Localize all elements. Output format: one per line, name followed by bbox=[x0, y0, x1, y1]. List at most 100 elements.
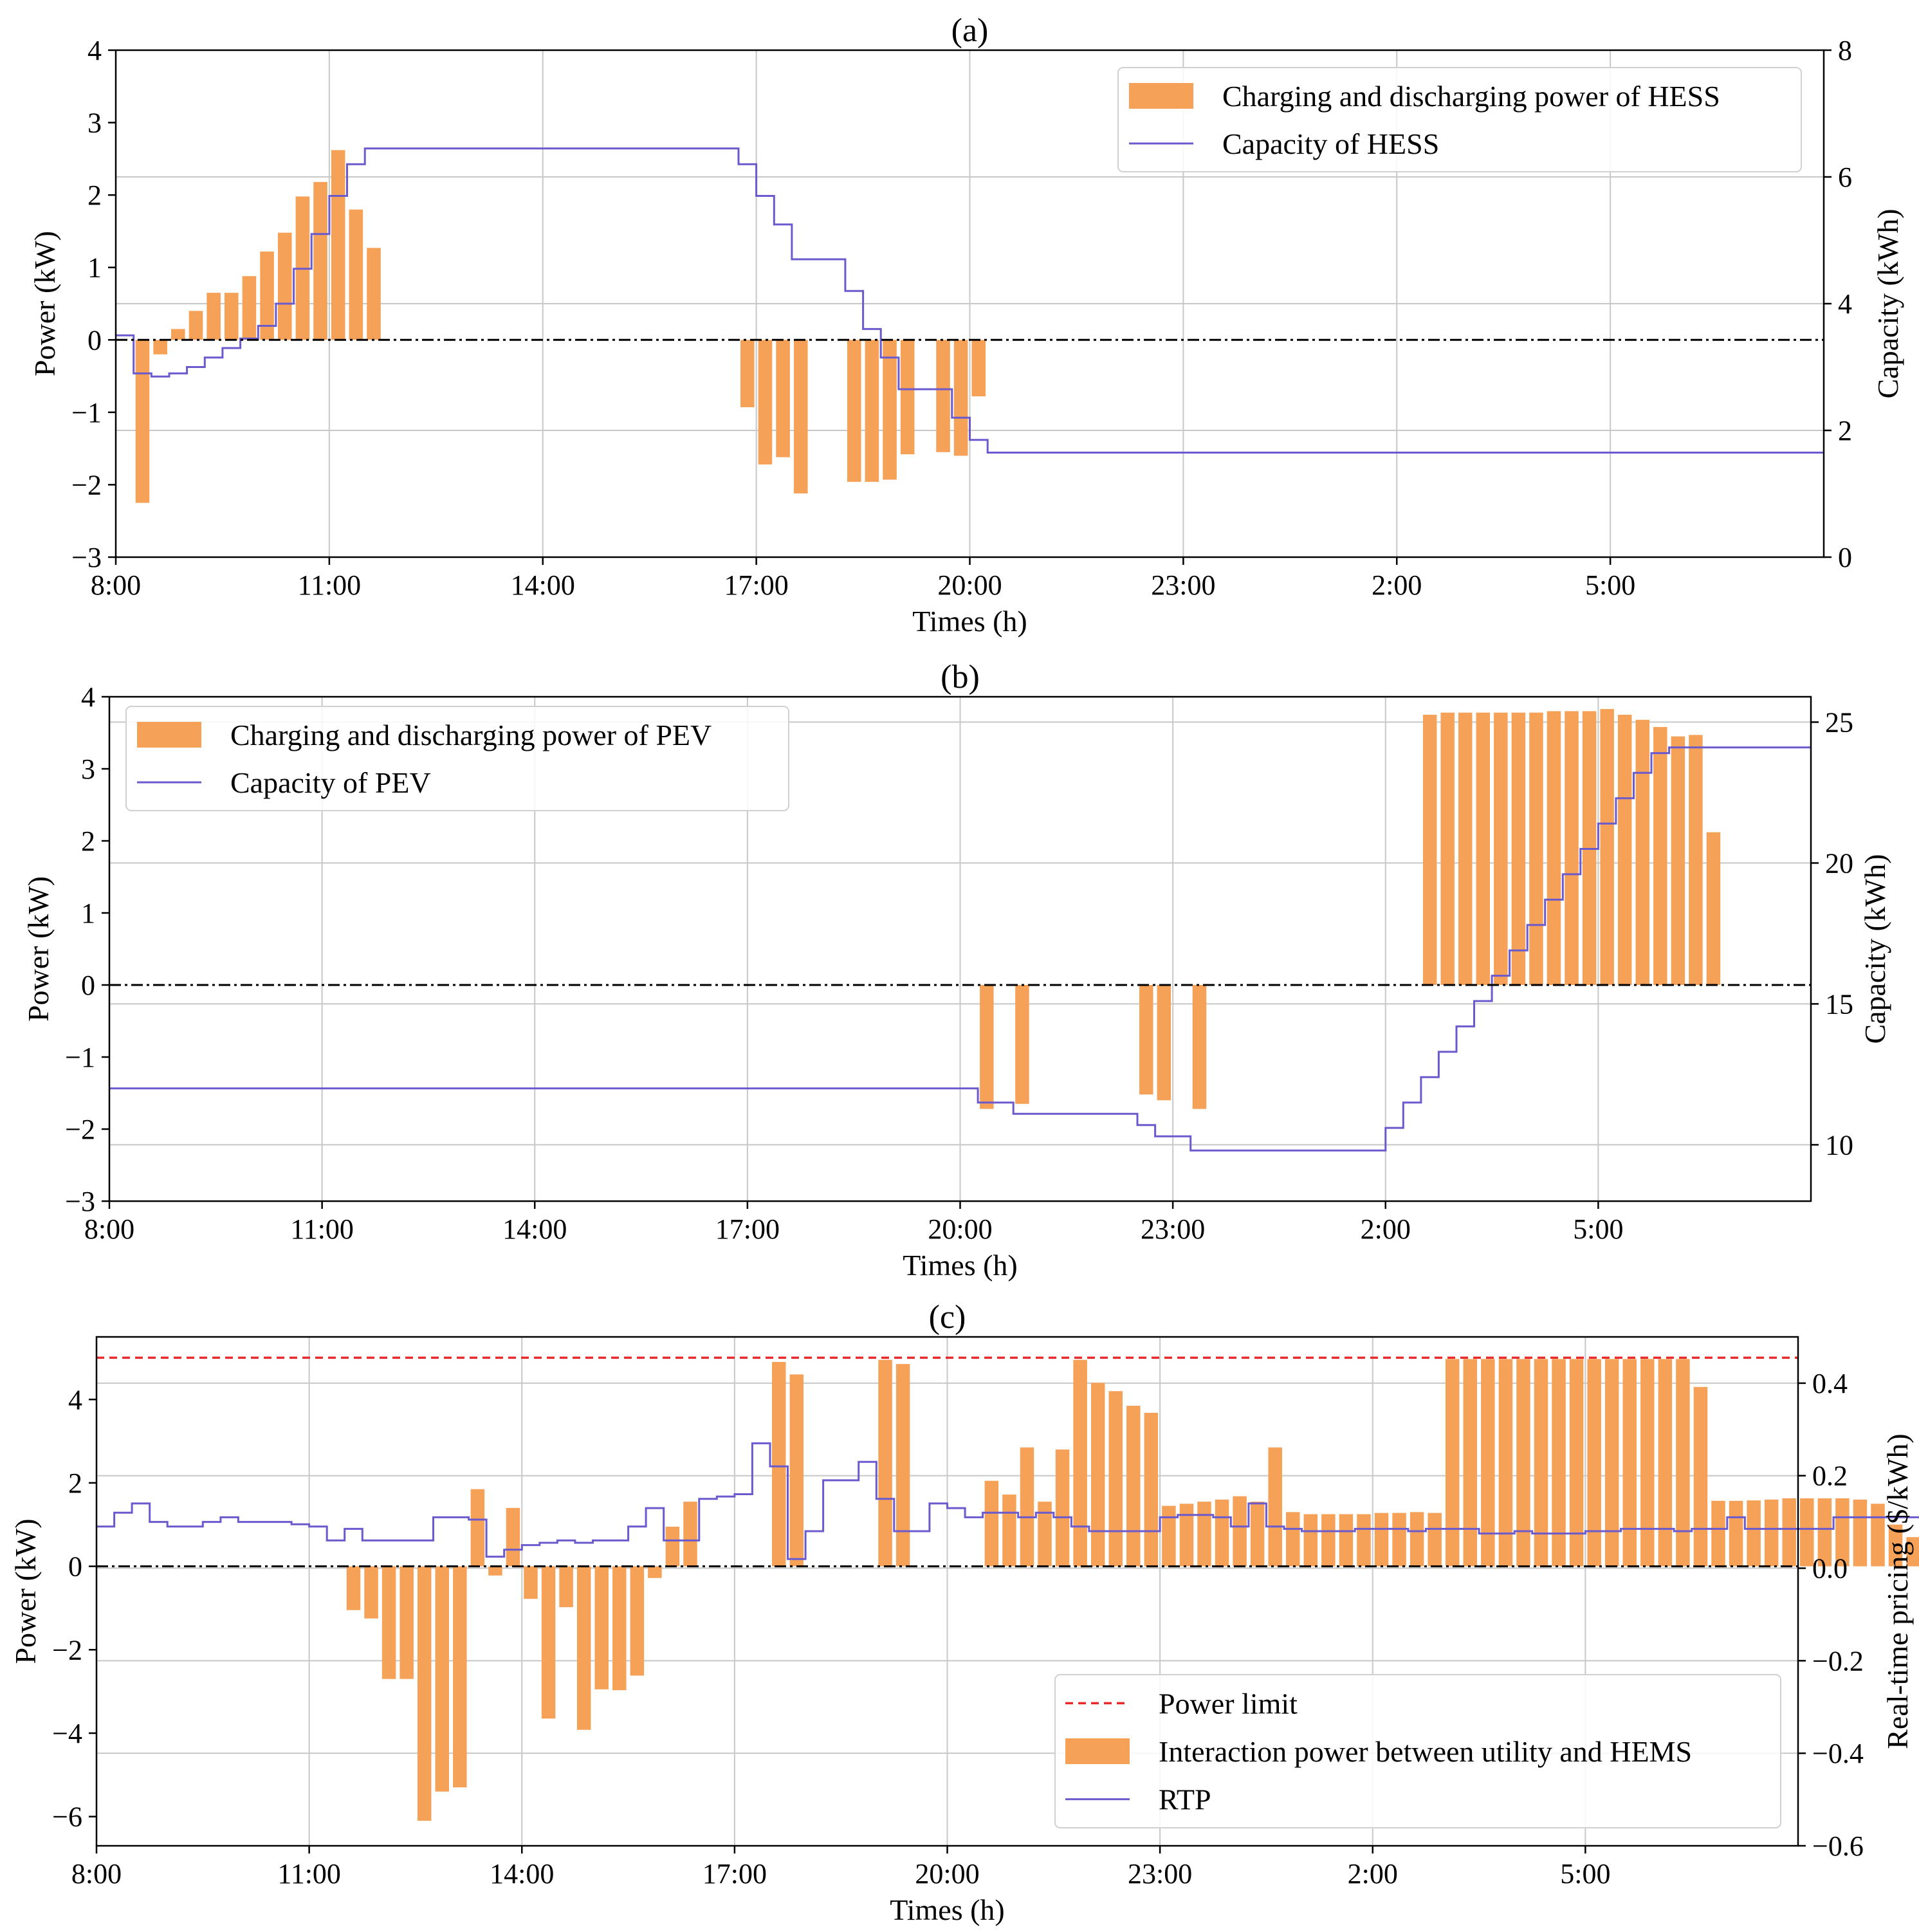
bar bbox=[1422, 715, 1437, 985]
y2-tick-label: 2 bbox=[1838, 415, 1852, 446]
bar bbox=[1440, 712, 1455, 985]
y-tick-label: 1 bbox=[87, 252, 102, 284]
legend-box bbox=[125, 706, 789, 811]
bar bbox=[1764, 1499, 1779, 1567]
y-tick-label: −1 bbox=[71, 397, 102, 428]
bar bbox=[1635, 719, 1650, 985]
y2-tick-label: 0.2 bbox=[1812, 1460, 1848, 1492]
bar bbox=[1157, 985, 1171, 1101]
bar bbox=[648, 1566, 662, 1578]
bar bbox=[1233, 1496, 1247, 1567]
bar bbox=[594, 1566, 609, 1689]
bar bbox=[1689, 735, 1703, 985]
bar bbox=[364, 1566, 378, 1619]
bar bbox=[1653, 727, 1667, 985]
bar bbox=[1286, 1512, 1300, 1567]
bar bbox=[1835, 1498, 1850, 1567]
bar bbox=[1090, 1383, 1105, 1567]
y-tick-label: −6 bbox=[52, 1801, 82, 1833]
bar bbox=[153, 340, 167, 354]
y-tick-label: −2 bbox=[71, 469, 102, 501]
bar bbox=[1179, 1504, 1194, 1567]
bar bbox=[346, 1566, 361, 1610]
bar bbox=[1565, 711, 1579, 985]
y2-tick-label: −0.6 bbox=[1812, 1830, 1864, 1862]
bar bbox=[1374, 1513, 1389, 1567]
y-tick-label: 0 bbox=[68, 1551, 82, 1583]
bar bbox=[1215, 1499, 1229, 1567]
bar bbox=[1604, 1359, 1619, 1567]
y2-tick-label: 15 bbox=[1825, 988, 1853, 1020]
y-axis-label: Power (kW) bbox=[28, 231, 61, 376]
legend-box bbox=[1117, 67, 1802, 172]
y-tick-label: 0 bbox=[87, 324, 102, 356]
series-line-1 bbox=[109, 746, 1811, 1152]
bar bbox=[1569, 1359, 1584, 1567]
bar bbox=[242, 276, 257, 340]
y-tick-label: 2 bbox=[81, 825, 95, 857]
x-tick-label: 11:00 bbox=[298, 569, 362, 601]
bar bbox=[1711, 1500, 1725, 1567]
y-tick-label: −1 bbox=[65, 1042, 95, 1073]
bar bbox=[1321, 1514, 1336, 1567]
y-axis-label: Power (kW) bbox=[9, 1518, 42, 1664]
bar bbox=[1268, 1447, 1282, 1567]
chart-panel-1: 8:00 11:00 14:00 17:00 20:00 23:00 2:00 5:00 4 3 2… bbox=[22, 659, 1891, 1282]
y2-tick-label: 0.0 bbox=[1812, 1553, 1848, 1585]
bar bbox=[895, 1364, 910, 1567]
bar bbox=[1476, 712, 1491, 985]
bar bbox=[953, 340, 968, 456]
bar bbox=[980, 985, 994, 1109]
legend-label: Charging and discharging power of PEV bbox=[230, 719, 712, 751]
x-tick-label: 23:00 bbox=[1128, 1858, 1192, 1890]
x-tick-label: 5:00 bbox=[1585, 569, 1635, 601]
x-tick-label: 17:00 bbox=[702, 1858, 767, 1890]
x-axis-label: Times (h) bbox=[890, 1893, 1005, 1926]
bar bbox=[1458, 712, 1473, 985]
bar bbox=[1587, 1359, 1601, 1567]
bar bbox=[1906, 1537, 1919, 1567]
series-line-1 bbox=[116, 147, 1824, 454]
bar bbox=[1303, 1514, 1318, 1567]
y2-tick-label: −0.4 bbox=[1812, 1738, 1864, 1769]
y-tick-label: 1 bbox=[81, 897, 95, 929]
bar bbox=[883, 340, 897, 480]
bar bbox=[1640, 1359, 1655, 1567]
x-axis-label: Times (h) bbox=[903, 1249, 1018, 1282]
chart-panel-0: 8:00 11:00 14:00 17:00 20:00 23:00 2:00 5:00 4 3 2… bbox=[28, 12, 1904, 638]
legend: Charging and discharging power of PEV Cap… bbox=[125, 706, 789, 811]
bar bbox=[1428, 1513, 1442, 1567]
bar bbox=[1600, 709, 1614, 985]
x-tick-label: 14:00 bbox=[502, 1213, 567, 1245]
y-tick-label: −3 bbox=[71, 542, 102, 573]
bar bbox=[1871, 1504, 1885, 1567]
y-tick-label: 4 bbox=[68, 1384, 82, 1415]
x-tick-label: 5:00 bbox=[1560, 1858, 1610, 1890]
x-tick-label: 2:00 bbox=[1372, 569, 1422, 601]
bar bbox=[758, 340, 773, 465]
legend: Power limit Interaction power between uti… bbox=[1054, 1674, 1781, 1828]
bar bbox=[1392, 1513, 1406, 1567]
y-tick-label: −3 bbox=[65, 1186, 95, 1217]
bar bbox=[1055, 1449, 1070, 1567]
y-tick-label: −2 bbox=[52, 1634, 82, 1666]
y2-tick-label: 6 bbox=[1838, 161, 1852, 193]
legend-box bbox=[1054, 1674, 1781, 1828]
bar bbox=[1494, 712, 1508, 985]
bar bbox=[260, 251, 274, 340]
bar bbox=[1192, 985, 1207, 1109]
bar bbox=[1073, 1359, 1087, 1567]
y2-axis-label: Real-time pricing ($/kWh) bbox=[1881, 1433, 1914, 1749]
x-tick-label: 11:00 bbox=[290, 1213, 354, 1245]
bar bbox=[900, 340, 915, 455]
legend-label: Capacity of HESS bbox=[1222, 127, 1439, 160]
bar bbox=[399, 1566, 414, 1679]
bar bbox=[1817, 1498, 1832, 1567]
x-tick-label: 20:00 bbox=[928, 1213, 992, 1245]
bar bbox=[740, 340, 755, 407]
y2-tick-label: 4 bbox=[1838, 288, 1852, 320]
y-tick-label: 2 bbox=[87, 179, 102, 211]
bar bbox=[1108, 1391, 1123, 1567]
bar bbox=[1339, 1514, 1354, 1567]
